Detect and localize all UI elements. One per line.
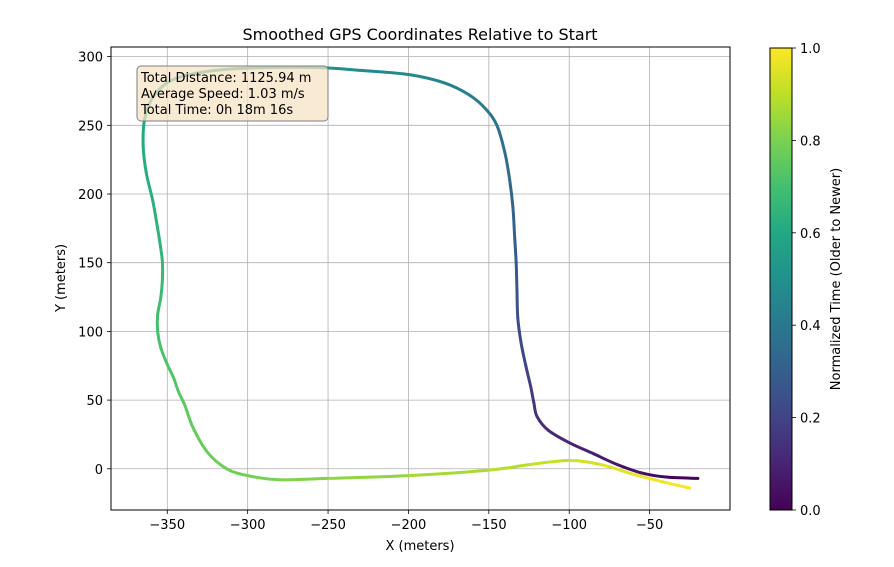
trajectory-segment — [246, 474, 282, 482]
x-tick-label: −200 — [391, 518, 427, 533]
chart-title: Smoothed GPS Coordinates Relative to Sta… — [242, 25, 597, 44]
trajectory-segment — [468, 93, 488, 111]
plot-frame — [110, 46, 731, 511]
trajectory-segment — [513, 233, 518, 265]
colorbar — [769, 47, 793, 511]
trajectory-segment — [225, 467, 250, 478]
trajectory-segment — [664, 475, 700, 480]
x-tick-label: −50 — [636, 518, 663, 533]
colorbar-tick-label: 1.0 — [800, 42, 821, 57]
colorbar-tick-label: 0.4 — [800, 319, 821, 334]
trajectory-segment — [205, 450, 229, 471]
x-tick-label: −250 — [310, 518, 346, 533]
stats-box-background — [136, 65, 329, 122]
y-tick-label: 0 — [95, 463, 103, 478]
stats-total-distance: Total Distance: 1125.94 m — [140, 71, 311, 86]
trajectory-segment — [442, 81, 472, 97]
y-tick-label: 100 — [78, 325, 103, 340]
trajectory-segment — [640, 471, 668, 479]
colorbar-tick-label: 0.2 — [800, 412, 821, 427]
colorbar-tick-label: 0.0 — [800, 504, 821, 519]
trajectory-segment — [183, 404, 195, 430]
trajectory-segment — [484, 107, 499, 127]
colorbar-tick-label: 0.6 — [800, 227, 821, 242]
trajectory-segment — [664, 481, 692, 490]
x-axis-title: X (meters) — [385, 539, 454, 554]
trajectory-segment — [524, 364, 533, 388]
trajectory-segment — [591, 452, 619, 467]
trajectory-segment — [546, 428, 571, 445]
trajectory-segment — [567, 441, 595, 456]
y-tick-label: 300 — [78, 51, 103, 66]
trajectory-segment — [278, 476, 330, 482]
colorbar-tick-label: 0.8 — [800, 134, 821, 149]
x-tick-label: −350 — [149, 518, 185, 533]
grid — [111, 47, 730, 510]
trajectory-segment — [159, 277, 164, 299]
trajectory-segment — [615, 463, 644, 475]
y-tick-label: 150 — [78, 257, 103, 272]
trajectory-segment — [511, 206, 517, 237]
colorbar-ticks: 0.0 0.2 0.4 0.6 0.8 1.0 — [792, 42, 821, 519]
x-tick-label: −100 — [551, 518, 587, 533]
trajectory-segment — [519, 340, 528, 368]
trajectory-segment — [141, 144, 148, 175]
trajectory-segment — [177, 390, 187, 408]
trajectory-segment — [326, 474, 410, 480]
y-tick-label: 200 — [78, 188, 103, 203]
trajectory-segment — [632, 472, 668, 485]
x-tick-label: −150 — [471, 518, 507, 533]
y-tick-label: 250 — [78, 119, 103, 134]
trajectory-segment — [141, 116, 147, 148]
axis-ticks: −350 −300 −250 −200 −150 −100 −50 0 50 100 150 200 2… — [78, 51, 663, 533]
trajectory-segment — [159, 247, 164, 265]
trajectory-segment — [515, 288, 520, 320]
trajectory-segment — [529, 384, 536, 405]
trajectory-segment — [527, 459, 571, 467]
trajectory-segment — [508, 178, 515, 210]
stats-total-time: Total Time: 0h 18m 16s — [140, 103, 293, 118]
trajectory-segment — [487, 463, 531, 472]
trajectory-segment — [358, 68, 410, 76]
trajectory-segment — [503, 151, 512, 182]
colorbar-title: Normalized Time (Older to Newer) — [829, 168, 844, 390]
trajectory-segment — [191, 426, 209, 454]
trajectory-segment — [406, 468, 491, 478]
trajectory-segment — [599, 463, 636, 476]
x-tick-label: −300 — [230, 518, 266, 533]
trajectory-segment — [567, 459, 603, 467]
stats-box: Total Distance: 1125.94 m Average Speed:… — [136, 65, 329, 122]
trajectory-segment — [406, 72, 446, 85]
trajectory-segment — [151, 199, 160, 230]
stats-average-speed: Average Speed: 1.03 m/s — [141, 87, 305, 102]
y-tick-label: 50 — [86, 394, 103, 409]
trajectory-segment — [495, 123, 507, 155]
trajectory-segment — [144, 171, 155, 203]
trajectory-segment — [514, 261, 519, 292]
trajectory-segment — [516, 316, 523, 344]
y-axis-title: Y (meters) — [54, 244, 69, 313]
